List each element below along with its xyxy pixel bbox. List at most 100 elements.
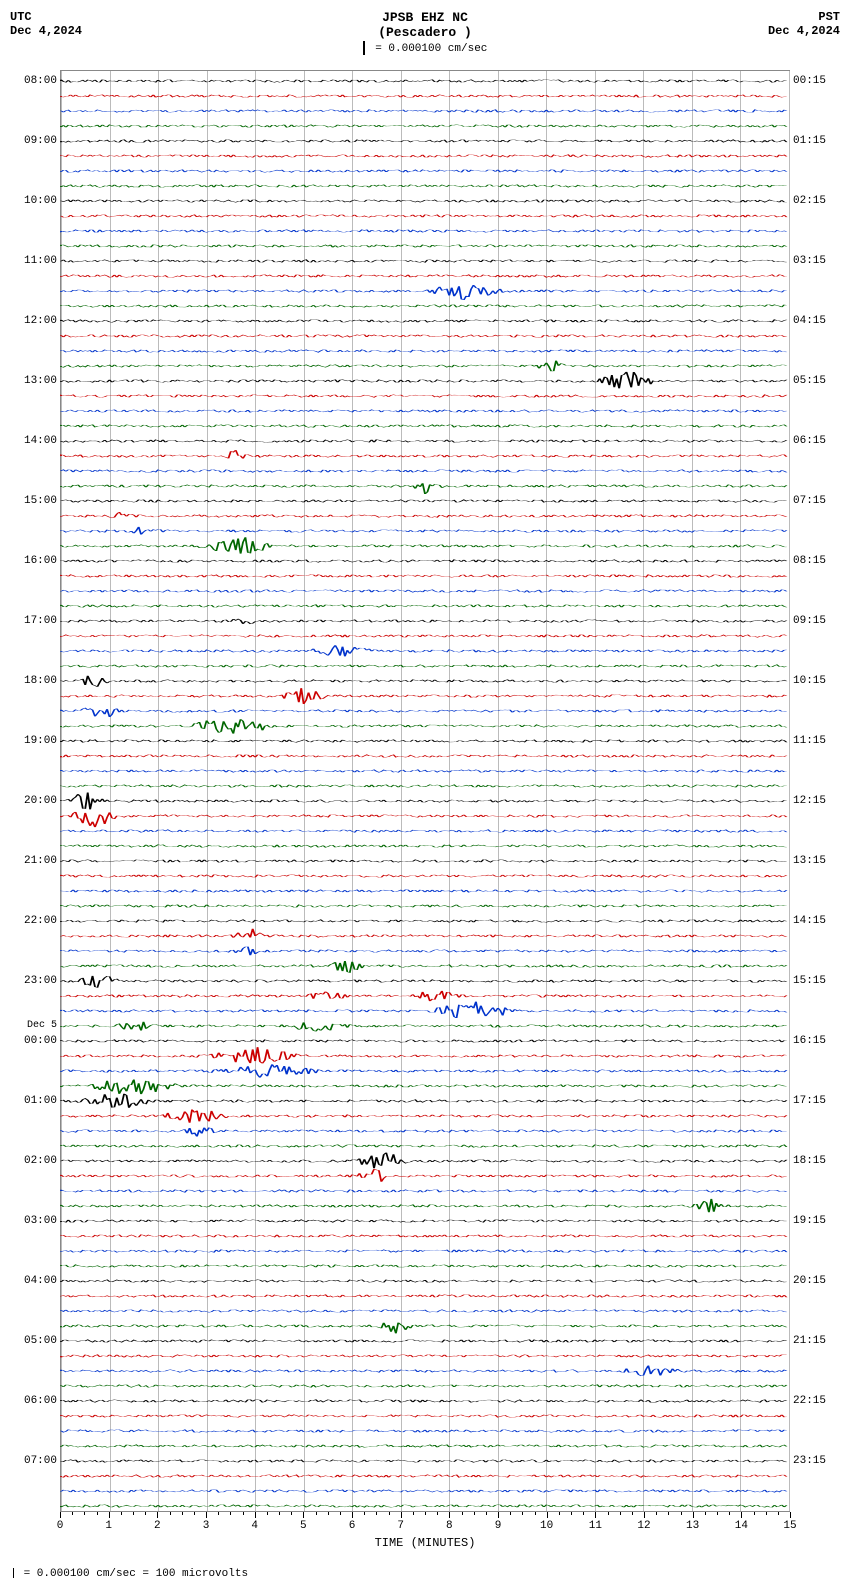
seismogram-chart: UTC Dec 4,2024 JPSB EHZ NC (Pescadero ) … — [10, 10, 840, 1580]
footer-scale-text: = 0.000100 cm/sec = 100 microvolts — [24, 1568, 248, 1580]
header-center: JPSB EHZ NC (Pescadero ) = 0.000100 cm/s… — [10, 10, 840, 55]
pst-time-label: 00:15 — [793, 75, 826, 87]
pst-time-label: 04:15 — [793, 315, 826, 327]
pst-time-label: 23:15 — [793, 1455, 826, 1467]
station-code: JPSB EHZ NC — [382, 10, 468, 25]
utc-time-label: 17:00 — [24, 615, 57, 627]
x-axis-tick — [401, 1512, 402, 1518]
x-axis-minor-tick — [133, 1512, 134, 1515]
utc-time-label: 02:00 — [24, 1155, 57, 1167]
x-axis-tick — [60, 1512, 61, 1518]
utc-time-label: 23:00 — [24, 975, 57, 987]
pst-time-label: 12:15 — [793, 795, 826, 807]
pst-date-label: Dec 4,2024 — [768, 24, 840, 38]
x-axis-minor-tick — [316, 1512, 317, 1515]
pst-time-label: 19:15 — [793, 1215, 826, 1227]
x-axis-tick — [693, 1512, 694, 1518]
utc-time-label: 01:00 — [24, 1095, 57, 1107]
x-axis-minor-tick — [705, 1512, 706, 1515]
plot-wrapper: 08:0000:1509:0001:1510:0002:1511:0003:15… — [10, 70, 840, 1562]
x-axis-minor-tick — [291, 1512, 292, 1515]
x-axis-tick — [352, 1512, 353, 1518]
x-axis-minor-tick — [778, 1512, 779, 1515]
utc-time-label: 12:00 — [24, 315, 57, 327]
x-axis-minor-tick — [279, 1512, 280, 1515]
pst-time-label: 10:15 — [793, 675, 826, 687]
x-axis-tick — [498, 1512, 499, 1518]
x-axis-minor-tick — [486, 1512, 487, 1515]
x-axis-minor-tick — [608, 1512, 609, 1515]
x-axis-minor-tick — [72, 1512, 73, 1515]
header-right: PST Dec 4,2024 — [768, 10, 840, 38]
pst-time-label: 16:15 — [793, 1035, 826, 1047]
utc-time-label: 18:00 — [24, 675, 57, 687]
utc-time-label: 07:00 — [24, 1455, 57, 1467]
utc-time-label: 08:00 — [24, 75, 57, 87]
utc-time-label: 04:00 — [24, 1275, 57, 1287]
pst-time-label: 21:15 — [793, 1335, 826, 1347]
x-axis-tick-label: 7 — [397, 1520, 404, 1532]
pst-time-label: 05:15 — [793, 375, 826, 387]
pst-time-label: 09:15 — [793, 615, 826, 627]
utc-time-label: 21:00 — [24, 855, 57, 867]
x-axis-tick — [595, 1512, 596, 1518]
x-axis-tick — [644, 1512, 645, 1518]
pst-time-label: 22:15 — [793, 1395, 826, 1407]
pst-time-label: 20:15 — [793, 1275, 826, 1287]
x-axis-minor-tick — [766, 1512, 767, 1515]
pst-time-label: 07:15 — [793, 495, 826, 507]
x-axis-minor-tick — [194, 1512, 195, 1515]
seismogram-plot: 08:0000:1509:0001:1510:0002:1511:0003:15… — [60, 70, 790, 1512]
scale-bar-icon — [363, 41, 365, 55]
x-axis-tick — [255, 1512, 256, 1518]
x-axis-minor-tick — [340, 1512, 341, 1515]
x-axis-minor-tick — [389, 1512, 390, 1515]
x-axis-minor-tick — [182, 1512, 183, 1515]
x-axis-minor-tick — [583, 1512, 584, 1515]
x-axis-minor-tick — [656, 1512, 657, 1515]
x-axis-minor-tick — [571, 1512, 572, 1515]
utc-time-label: 10:00 — [24, 195, 57, 207]
x-axis: TIME (MINUTES) 0123456789101112131415 — [60, 1512, 790, 1562]
x-axis-minor-tick — [668, 1512, 669, 1515]
x-axis-minor-tick — [145, 1512, 146, 1515]
pst-time-label: 02:15 — [793, 195, 826, 207]
x-axis-minor-tick — [754, 1512, 755, 1515]
x-axis-tick-label: 3 — [203, 1520, 210, 1532]
x-axis-tick — [109, 1512, 110, 1518]
x-axis-tick — [741, 1512, 742, 1518]
x-axis-minor-tick — [535, 1512, 536, 1515]
x-axis-minor-tick — [121, 1512, 122, 1515]
pst-time-label: 14:15 — [793, 915, 826, 927]
pst-time-label: 08:15 — [793, 555, 826, 567]
x-axis-minor-tick — [681, 1512, 682, 1515]
pst-time-label: 13:15 — [793, 855, 826, 867]
chart-footer: = 0.000100 cm/sec = 100 microvolts — [10, 1568, 840, 1580]
utc-time-label: 22:00 — [24, 915, 57, 927]
x-axis-tick — [206, 1512, 207, 1518]
x-axis-minor-tick — [474, 1512, 475, 1515]
x-axis-tick-label: 0 — [57, 1520, 64, 1532]
pst-time-label: 11:15 — [793, 735, 826, 747]
x-axis-tick-label: 2 — [154, 1520, 161, 1532]
pst-time-label: 18:15 — [793, 1155, 826, 1167]
vertical-gridline — [789, 71, 790, 1511]
x-axis-minor-tick — [170, 1512, 171, 1515]
x-axis-tick-label: 10 — [540, 1520, 553, 1532]
x-axis-tick — [157, 1512, 158, 1518]
utc-time-label: 00:00 — [24, 1035, 57, 1047]
x-axis-tick — [449, 1512, 450, 1518]
pst-time-label: 03:15 — [793, 255, 826, 267]
pst-time-label: 06:15 — [793, 435, 826, 447]
x-axis-minor-tick — [462, 1512, 463, 1515]
x-axis-tick-label: 1 — [105, 1520, 112, 1532]
utc-time-label: 19:00 — [24, 735, 57, 747]
utc-time-label: 20:00 — [24, 795, 57, 807]
pst-time-label: 01:15 — [793, 135, 826, 147]
utc-time-label: 13:00 — [24, 375, 57, 387]
x-axis-tick-label: 13 — [686, 1520, 699, 1532]
x-axis-tick-label: 15 — [783, 1520, 796, 1532]
x-axis-title: TIME (MINUTES) — [60, 1536, 790, 1550]
utc-time-label: 03:00 — [24, 1215, 57, 1227]
x-axis-minor-tick — [376, 1512, 377, 1515]
